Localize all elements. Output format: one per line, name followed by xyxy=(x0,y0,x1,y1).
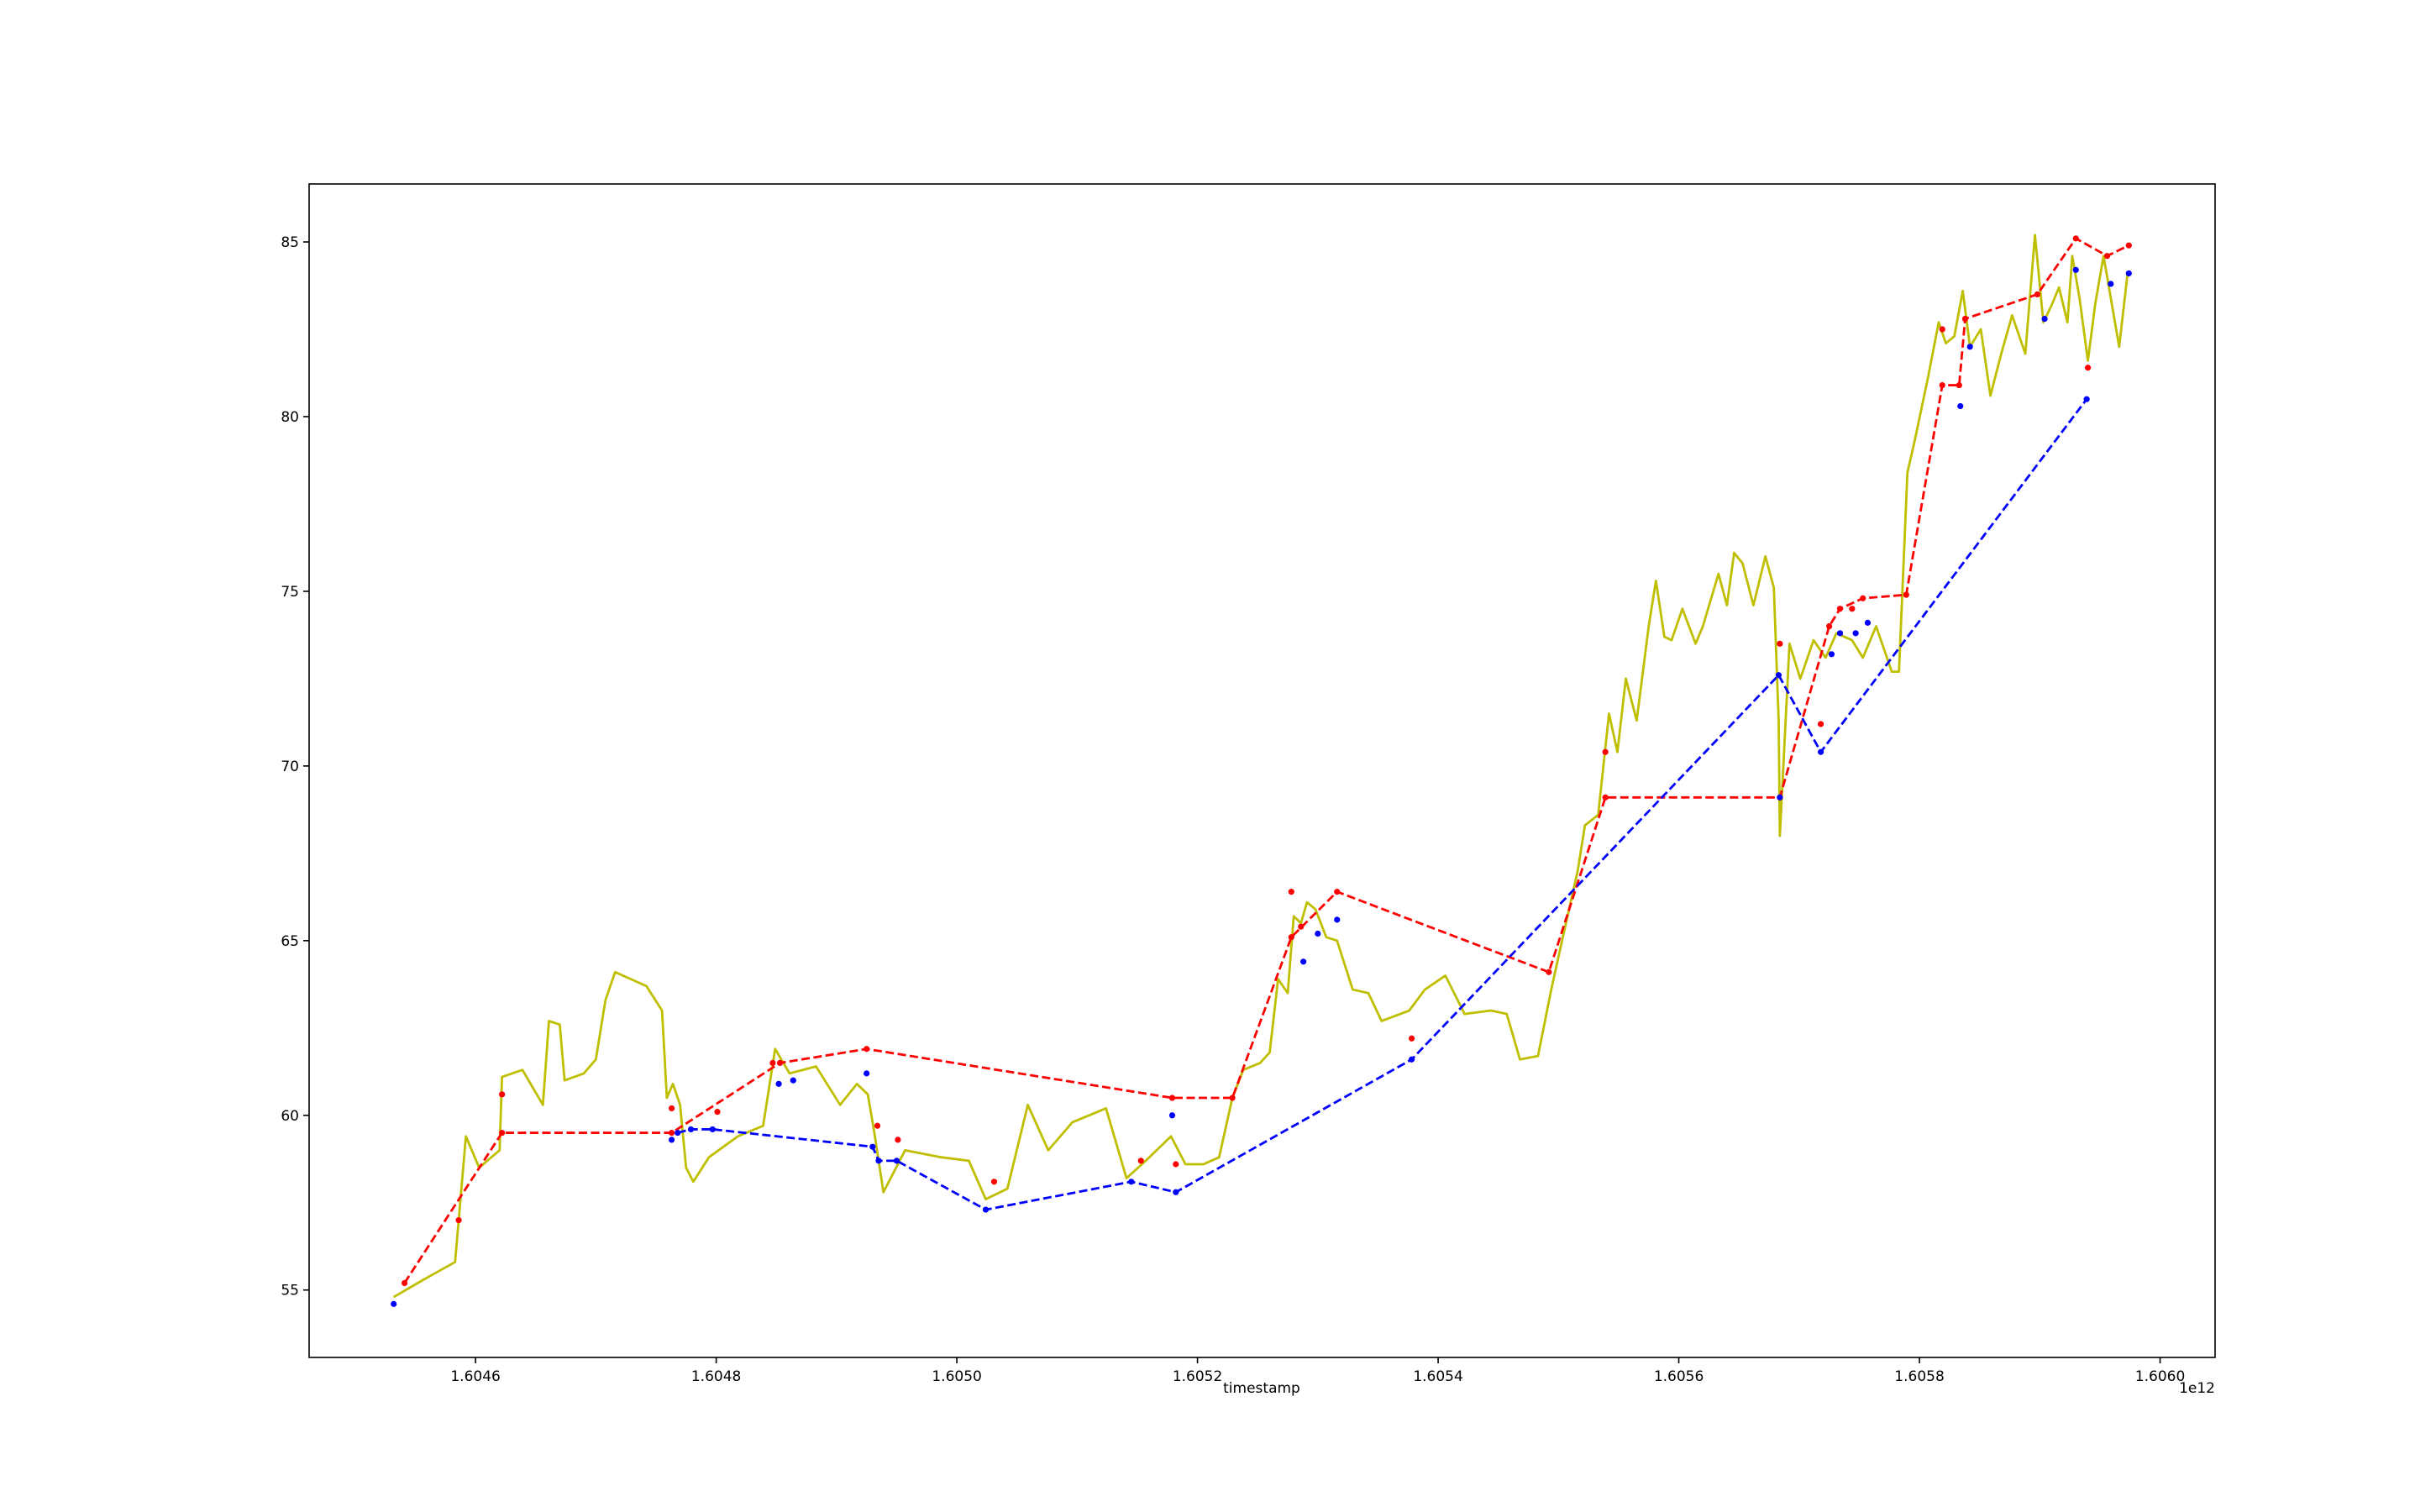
data-point xyxy=(1817,721,1824,727)
data-point xyxy=(1775,672,1782,679)
data-point xyxy=(1137,1158,1144,1164)
data-point xyxy=(864,1046,870,1053)
data-point xyxy=(1334,889,1341,895)
x-tick-label: 1.6052 xyxy=(1173,1368,1222,1385)
data-point xyxy=(1229,1095,1236,1101)
data-point xyxy=(1956,381,1962,389)
data-point xyxy=(864,1070,870,1077)
data-point xyxy=(1966,344,1973,350)
x-tick-label: 1.6060 xyxy=(2135,1368,2185,1385)
y-tick-label: 65 xyxy=(281,933,299,950)
data-point xyxy=(790,1077,796,1084)
data-point xyxy=(875,1158,882,1164)
data-point xyxy=(1334,916,1341,923)
x-tick-label: 1.6058 xyxy=(1894,1368,1944,1385)
x-offset-label: 1e12 xyxy=(2179,1380,2215,1397)
data-point xyxy=(775,1080,782,1087)
x-axis-label: timestamp xyxy=(1223,1380,1300,1397)
data-point xyxy=(391,1300,397,1307)
data-point xyxy=(1828,651,1835,658)
data-point xyxy=(1408,1056,1415,1063)
data-point xyxy=(1836,606,1844,612)
data-point xyxy=(1864,619,1872,626)
y-tick-label: 70 xyxy=(281,759,299,775)
data-point xyxy=(776,1059,784,1066)
data-point xyxy=(455,1216,462,1224)
data-point xyxy=(869,1143,876,1150)
x-tick-label: 1.6050 xyxy=(932,1368,981,1385)
data-point xyxy=(1168,1112,1176,1119)
data-point xyxy=(1777,794,1783,801)
y-tick-label: 60 xyxy=(281,1108,299,1125)
data-point xyxy=(1315,930,1321,937)
data-point xyxy=(1817,748,1824,755)
data-point xyxy=(1288,889,1294,895)
data-point xyxy=(982,1206,990,1213)
data-point xyxy=(1408,1035,1415,1042)
data-point xyxy=(2083,396,2090,402)
data-point xyxy=(1903,591,1909,598)
y-tick-label: 75 xyxy=(281,584,299,601)
data-point xyxy=(687,1126,695,1133)
data-point xyxy=(1939,326,1945,333)
x-tick-label: 1.6056 xyxy=(1654,1368,1704,1385)
data-point xyxy=(2041,315,2048,323)
data-point xyxy=(1836,630,1844,637)
data-point xyxy=(2125,270,2132,277)
x-tick-label: 1.6046 xyxy=(450,1368,500,1385)
plot-frame xyxy=(308,183,2216,1358)
data-point xyxy=(1602,748,1609,755)
data-point xyxy=(1168,1095,1176,1101)
data-point xyxy=(1939,381,1945,389)
data-point xyxy=(769,1059,776,1066)
data-point xyxy=(668,1129,675,1137)
series-line xyxy=(392,234,2129,1299)
data-point xyxy=(709,1126,716,1133)
data-point xyxy=(1173,1161,1179,1168)
data-point xyxy=(874,1122,881,1129)
data-point xyxy=(668,1105,675,1112)
data-point xyxy=(714,1109,721,1116)
data-point xyxy=(893,1158,900,1164)
data-point xyxy=(2103,253,2111,260)
data-point xyxy=(990,1179,998,1185)
data-point xyxy=(895,1137,901,1143)
data-point xyxy=(668,1137,675,1143)
data-point xyxy=(2125,242,2132,249)
data-point xyxy=(1128,1179,1135,1185)
data-point xyxy=(1546,969,1552,975)
data-point xyxy=(1961,315,1969,323)
x-tick-label: 1.6048 xyxy=(691,1368,741,1385)
data-point xyxy=(1852,630,1859,637)
data-point xyxy=(2108,281,2114,287)
data-point xyxy=(1777,640,1783,647)
data-point xyxy=(2034,291,2041,298)
series-line xyxy=(403,237,2129,1284)
data-point xyxy=(1957,402,1964,410)
data-point xyxy=(499,1091,506,1098)
data-point xyxy=(2072,266,2079,273)
data-point xyxy=(499,1129,506,1137)
data-point xyxy=(2072,235,2079,242)
y-tick-label: 80 xyxy=(281,409,299,426)
y-tick-label: 85 xyxy=(281,234,299,251)
data-point xyxy=(1849,606,1856,612)
x-tick-label: 1.6054 xyxy=(1413,1368,1462,1385)
y-tick-label: 55 xyxy=(281,1283,299,1299)
data-point xyxy=(1826,622,1833,630)
data-point xyxy=(675,1129,681,1137)
data-point xyxy=(1300,958,1307,965)
data-point xyxy=(1173,1189,1179,1195)
data-point xyxy=(1298,923,1305,930)
series-line xyxy=(677,398,2088,1211)
data-point xyxy=(1860,595,1866,601)
data-point xyxy=(1288,934,1294,941)
data-point xyxy=(401,1279,408,1287)
data-point xyxy=(1602,794,1609,801)
data-point xyxy=(2084,365,2092,371)
